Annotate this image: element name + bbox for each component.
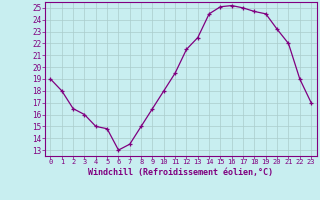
X-axis label: Windchill (Refroidissement éolien,°C): Windchill (Refroidissement éolien,°C) [88, 168, 273, 177]
